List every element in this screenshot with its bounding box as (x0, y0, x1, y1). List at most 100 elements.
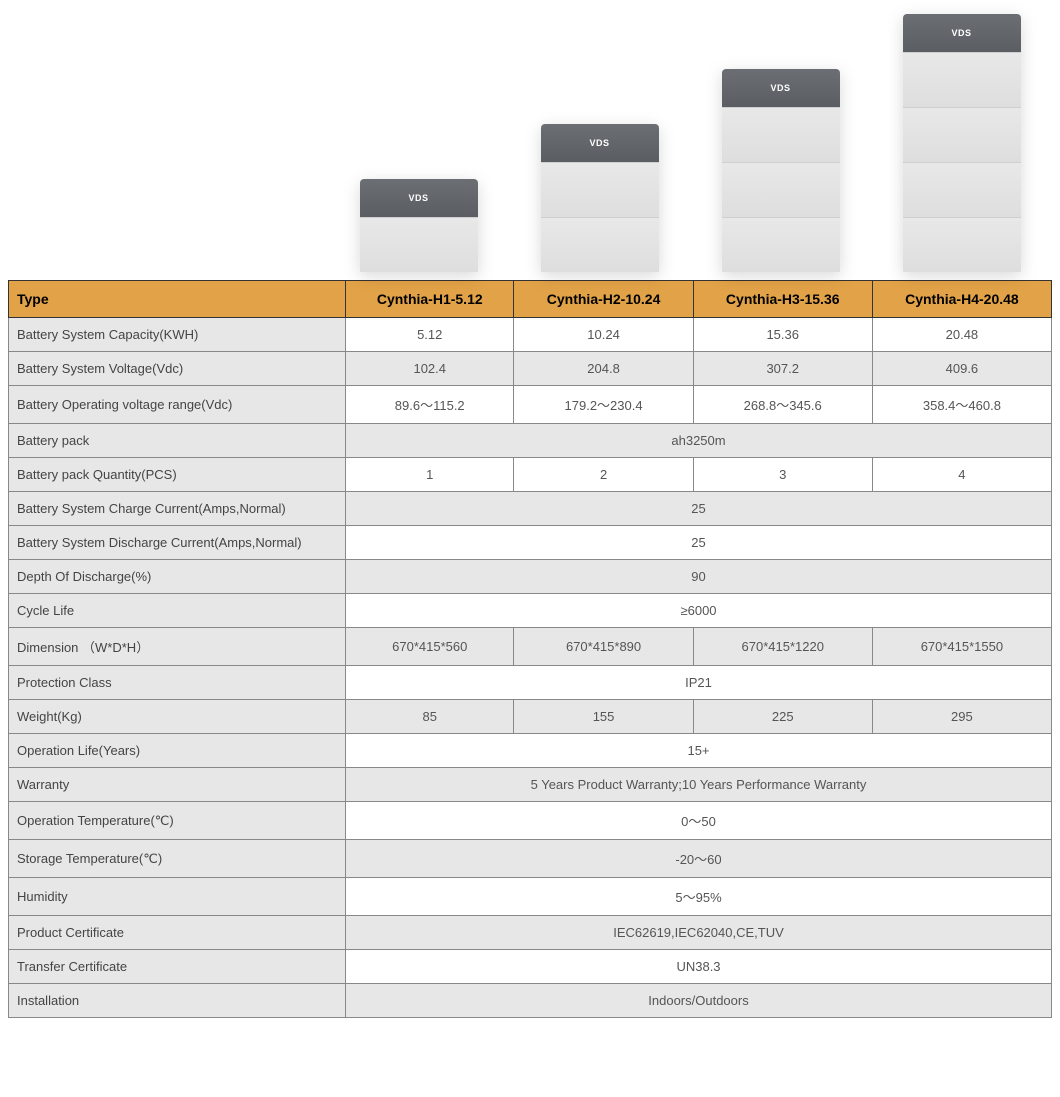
product-image-3: VDS (690, 69, 871, 272)
battery-top: VDS (360, 179, 478, 217)
row-merged-value: ah3250m (346, 424, 1052, 458)
row-label: Battery System Charge Current(Amps,Norma… (9, 492, 346, 526)
table-row: Battery System Charge Current(Amps,Norma… (9, 492, 1052, 526)
row-value: 670*415*560 (346, 628, 514, 666)
row-label: Dimension （W*D*H） (9, 628, 346, 666)
row-merged-value: 0～50 (346, 802, 1052, 840)
row-merged-value: 5～95% (346, 878, 1052, 916)
battery-top: VDS (903, 14, 1021, 52)
row-merged-value: ≥6000 (346, 594, 1052, 628)
battery-module (903, 217, 1021, 272)
table-row: Transfer CertificateUN38.3 (9, 950, 1052, 984)
row-label: Depth Of Discharge(%) (9, 560, 346, 594)
battery-module (541, 217, 659, 272)
header-model-4: Cynthia-H4-20.48 (872, 281, 1051, 318)
row-label: Transfer Certificate (9, 950, 346, 984)
row-merged-value: 90 (346, 560, 1052, 594)
battery-module (722, 107, 840, 162)
row-label: Operation Life(Years) (9, 734, 346, 768)
table-row: InstallationIndoors/Outdoors (9, 984, 1052, 1018)
row-merged-value: 25 (346, 492, 1052, 526)
table-row: Battery System Discharge Current(Amps,No… (9, 526, 1052, 560)
row-value: 358.4～460.8 (872, 386, 1051, 424)
table-row: Operation Temperature(℃)0～50 (9, 802, 1052, 840)
row-value: 670*415*1550 (872, 628, 1051, 666)
row-value: 89.6～115.2 (346, 386, 514, 424)
row-value: 179.2～230.4 (514, 386, 693, 424)
row-value: 102.4 (346, 352, 514, 386)
row-merged-value: Indoors/Outdoors (346, 984, 1052, 1018)
product-image-row: VDS VDS VDS VDS (0, 0, 1060, 280)
row-label: Protection Class (9, 666, 346, 700)
product-image-4: VDS (871, 14, 1052, 272)
row-label: Storage Temperature(℃) (9, 840, 346, 878)
row-label: Product Certificate (9, 916, 346, 950)
row-value: 15.36 (693, 318, 872, 352)
row-value: 4 (872, 458, 1051, 492)
battery-module (903, 52, 1021, 107)
row-value: 225 (693, 700, 872, 734)
row-label: Weight(Kg) (9, 700, 346, 734)
header-type: Type (9, 281, 346, 318)
row-merged-value: UN38.3 (346, 950, 1052, 984)
row-merged-value: IP21 (346, 666, 1052, 700)
row-label: Battery System Voltage(Vdc) (9, 352, 346, 386)
battery-module (541, 162, 659, 217)
battery-module (360, 217, 478, 272)
spec-table: Type Cynthia-H1-5.12 Cynthia-H2-10.24 Cy… (8, 280, 1052, 1018)
header-model-2: Cynthia-H2-10.24 (514, 281, 693, 318)
table-row: Battery System Voltage(Vdc)102.4204.8307… (9, 352, 1052, 386)
row-value: 409.6 (872, 352, 1051, 386)
row-value: 295 (872, 700, 1051, 734)
battery-module (722, 217, 840, 272)
table-row: Humidity5～95% (9, 878, 1052, 916)
row-value: 10.24 (514, 318, 693, 352)
table-row: Battery Operating voltage range(Vdc)89.6… (9, 386, 1052, 424)
row-value: 2 (514, 458, 693, 492)
table-row: Depth Of Discharge(%)90 (9, 560, 1052, 594)
row-value: 85 (346, 700, 514, 734)
row-label: Operation Temperature(℃) (9, 802, 346, 840)
battery-top: VDS (722, 69, 840, 107)
table-row: Battery System Capacity(KWH)5.1210.2415.… (9, 318, 1052, 352)
row-label: Battery pack (9, 424, 346, 458)
row-label: Humidity (9, 878, 346, 916)
row-value: 268.8～345.6 (693, 386, 872, 424)
row-label: Cycle Life (9, 594, 346, 628)
table-row: Battery pack Quantity(PCS)1234 (9, 458, 1052, 492)
battery-top: VDS (541, 124, 659, 162)
row-value: 5.12 (346, 318, 514, 352)
row-label: Battery pack Quantity(PCS) (9, 458, 346, 492)
row-value: 670*415*1220 (693, 628, 872, 666)
battery-module (903, 162, 1021, 217)
table-row: Storage Temperature(℃)-20～60 (9, 840, 1052, 878)
row-value: 204.8 (514, 352, 693, 386)
header-model-1: Cynthia-H1-5.12 (346, 281, 514, 318)
row-merged-value: 15+ (346, 734, 1052, 768)
row-label: Installation (9, 984, 346, 1018)
row-value: 20.48 (872, 318, 1051, 352)
table-row: Protection ClassIP21 (9, 666, 1052, 700)
row-label: Battery System Capacity(KWH) (9, 318, 346, 352)
product-image-2: VDS (509, 124, 690, 272)
row-value: 1 (346, 458, 514, 492)
row-label: Battery System Discharge Current(Amps,No… (9, 526, 346, 560)
row-value: 670*415*890 (514, 628, 693, 666)
table-row: Operation Life(Years)15+ (9, 734, 1052, 768)
row-label: Battery Operating voltage range(Vdc) (9, 386, 346, 424)
battery-module (903, 107, 1021, 162)
table-row: Warranty5 Years Product Warranty;10 Year… (9, 768, 1052, 802)
row-merged-value: -20～60 (346, 840, 1052, 878)
row-value: 155 (514, 700, 693, 734)
header-model-3: Cynthia-H3-15.36 (693, 281, 872, 318)
table-row: Weight(Kg)85155225295 (9, 700, 1052, 734)
product-image-1: VDS (328, 179, 509, 272)
row-merged-value: 25 (346, 526, 1052, 560)
table-row: Dimension （W*D*H）670*415*560670*415*8906… (9, 628, 1052, 666)
battery-module (722, 162, 840, 217)
row-value: 307.2 (693, 352, 872, 386)
table-row: Product CertificateIEC62619,IEC62040,CE,… (9, 916, 1052, 950)
table-row: Cycle Life≥6000 (9, 594, 1052, 628)
row-merged-value: IEC62619,IEC62040,CE,TUV (346, 916, 1052, 950)
row-label: Warranty (9, 768, 346, 802)
